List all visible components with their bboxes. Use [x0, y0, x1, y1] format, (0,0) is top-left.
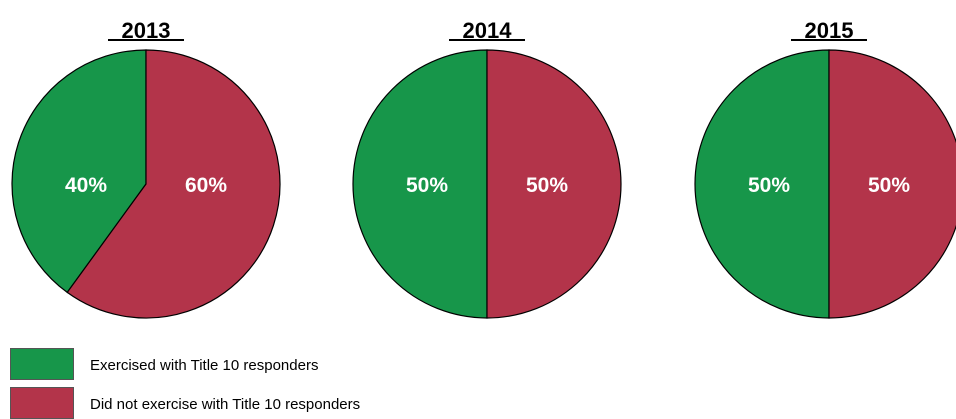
pie-slice-not-exercised — [486, 49, 622, 319]
pie-chart-2015: 2015 50% 50% — [694, 18, 956, 319]
pie-chart-2013: 2013 40% 60% — [11, 18, 281, 319]
pie-title: 2015 — [805, 18, 854, 43]
slice-label-not-exercised: 60% — [185, 174, 227, 197]
pie-slice-exercised — [352, 49, 488, 319]
pie-slice-exercised — [11, 49, 147, 294]
slice-label-exercised: 50% — [406, 174, 448, 197]
legend-label-exercised: Exercised with Title 10 responders — [90, 357, 319, 374]
pie-title: 2013 — [122, 18, 171, 43]
legend-swatch-not-exercised — [10, 387, 74, 419]
slice-label-exercised: 40% — [65, 174, 107, 197]
slice-label-not-exercised: 50% — [526, 174, 568, 197]
pie-title: 2014 — [463, 18, 513, 43]
pie-chart-2014: 2014 50% 50% — [352, 18, 622, 319]
legend-swatch-exercised — [10, 348, 74, 380]
pie-slice-not-exercised — [66, 49, 281, 319]
pie-charts-svg: 2013 40% 60% 2014 50% 50% 2015 50% 50% — [11, 18, 956, 319]
slice-label-exercised: 50% — [748, 174, 790, 197]
legend-label-not-exercised: Did not exercise with Title 10 responder… — [90, 396, 361, 413]
pie-slice-not-exercised — [828, 49, 956, 319]
pie-slice-exercised — [694, 49, 830, 319]
slice-label-not-exercised: 50% — [868, 174, 910, 197]
